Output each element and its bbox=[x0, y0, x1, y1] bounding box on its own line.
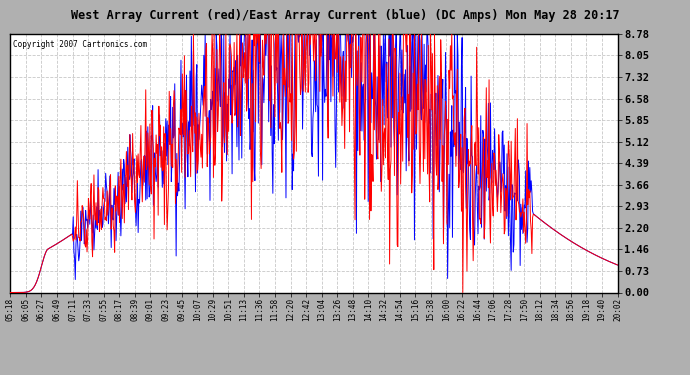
Text: West Array Current (red)/East Array Current (blue) (DC Amps) Mon May 28 20:17: West Array Current (red)/East Array Curr… bbox=[70, 9, 620, 22]
Text: Copyright 2007 Cartronics.com: Copyright 2007 Cartronics.com bbox=[13, 40, 148, 49]
